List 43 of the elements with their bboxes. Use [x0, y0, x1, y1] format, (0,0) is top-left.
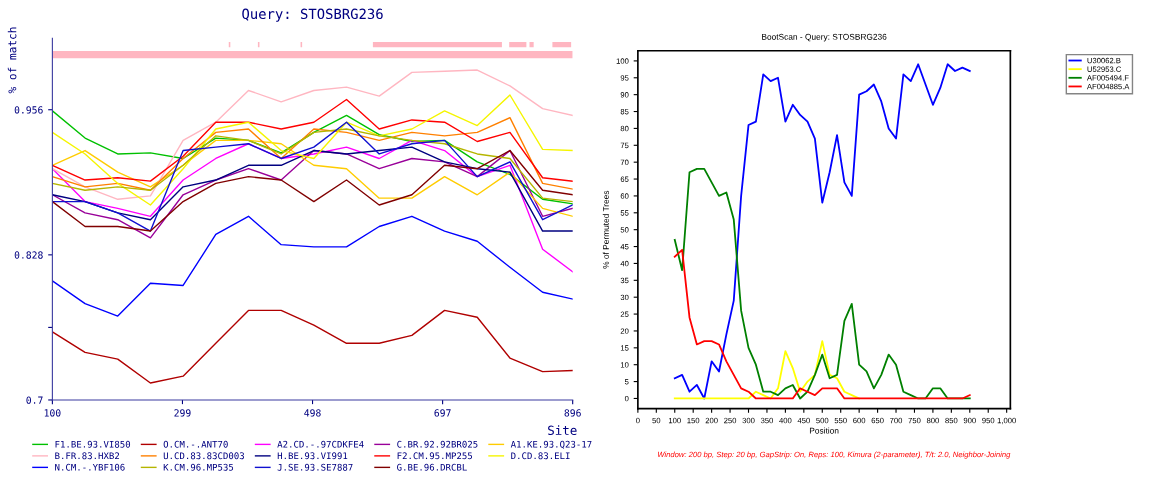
x-tick-label: 896 [564, 409, 581, 417]
legend-label: K.CM.96.MP535 [163, 463, 234, 471]
line-series [673, 340, 861, 400]
legend-label: O.CM.-.ANT70 [163, 440, 228, 448]
legend-label: F2.CM.95.MP255 [397, 452, 472, 460]
line-series [52, 110, 573, 205]
chart-title: BootScan - Query: STOSBRG236 [762, 33, 887, 42]
legend-label: D.CD.83.ELI [511, 452, 570, 460]
line-series [673, 249, 971, 400]
y-tick-label: 0.7 [26, 396, 43, 404]
line-series [52, 309, 573, 384]
y-tick-label: 0.956 [14, 106, 43, 114]
legend-label: B.FR.83.HXB2 [55, 452, 120, 460]
legend-label: A1.KE.93.Q23-17 [510, 440, 592, 449]
line-series [52, 215, 573, 317]
line-series [52, 94, 573, 206]
line-series [673, 63, 971, 400]
line-series [52, 139, 573, 218]
legend-label: C.BR.92.92BR025 [397, 440, 478, 448]
legend-label: A2.CD.-.97CDKFE4 [277, 440, 364, 448]
line-series [52, 139, 573, 273]
x-tick-label: 299 [174, 409, 191, 417]
legend-label: U.CD.83.83CD003 [163, 452, 244, 460]
y-axis-title: % of Permuted Trees [602, 190, 609, 269]
legend-label: F1.BE.93.VI850 [55, 440, 131, 448]
legend-label: J.SE.93.SE7887 [277, 463, 353, 471]
line-series [52, 128, 573, 203]
x-tick-label: 697 [434, 409, 451, 417]
line-series [673, 168, 971, 400]
x-tick-label: 100 [44, 409, 61, 417]
line-series [52, 121, 573, 232]
legend-label: G.BE.96.DRCBL [397, 463, 467, 471]
legend-label: H.BE.93.VI991 [277, 452, 348, 460]
y-axis-title: % of match [7, 27, 17, 94]
x-axis-title: Position [809, 427, 839, 434]
legend-label: N.CM.-.YBF106 [55, 463, 125, 471]
chart-title: Query: STOSBRG236 [242, 8, 383, 22]
line-series [52, 116, 573, 191]
line-series [52, 98, 573, 182]
x-tick-label: 498 [304, 409, 321, 417]
y-tick-label: 0.828 [14, 251, 43, 259]
x-axis-title: Site [548, 425, 577, 436]
line-series [52, 69, 573, 200]
